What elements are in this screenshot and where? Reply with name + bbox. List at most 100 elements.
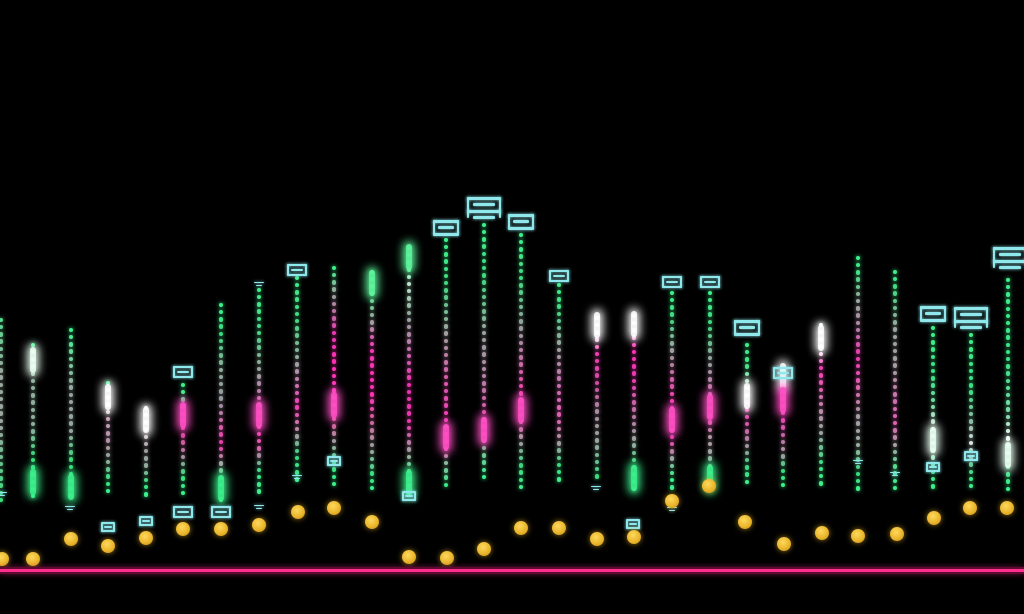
peak-bracket-line (176, 370, 190, 374)
peak-bracket-line (700, 285, 720, 289)
spectrum-dot (518, 340, 524, 346)
column-flare (707, 394, 713, 420)
spectrum-dot (594, 366, 600, 371)
spectrum-dot (707, 434, 713, 440)
spectrum-dot (631, 443, 637, 448)
spectrum-dot (143, 470, 149, 476)
column-flare (818, 325, 824, 351)
spectrum-dot (855, 392, 861, 398)
spectrum-dot (1005, 392, 1011, 398)
spectrum-dot (481, 316, 487, 321)
spectrum-dot (818, 351, 824, 357)
spectrum-dot (143, 456, 149, 461)
spectrum-dot (406, 324, 412, 330)
spectrum-dot (256, 323, 262, 329)
spectrum-dot (556, 477, 562, 482)
spectrum-dot (707, 305, 713, 310)
spectrum-dot (369, 428, 375, 433)
spectrum-dot (481, 258, 487, 264)
spectrum-dot (105, 445, 111, 451)
spectrum-dot (443, 352, 449, 358)
spectrum-dot (406, 339, 412, 344)
spectrum-dot (669, 319, 675, 325)
spectrum-dot (631, 428, 637, 434)
spectrum-dot (68, 464, 74, 470)
spectrum-dot (1005, 407, 1011, 412)
column-flare (30, 469, 36, 495)
spectrum-dot (556, 354, 562, 360)
bounce-ball (440, 551, 454, 565)
spectrum-dot (968, 447, 974, 453)
spectrum-dot (406, 382, 412, 388)
spectrum-dot (669, 391, 675, 397)
spectrum-dot (892, 406, 898, 412)
spectrum-dot (481, 445, 487, 451)
spectrum-dot (0, 346, 4, 352)
spectrum-dot (294, 290, 300, 295)
peak-bracket-side (190, 505, 193, 518)
spectrum-dot (818, 365, 824, 371)
spectrum-dot (518, 441, 524, 447)
spectrum-dot (481, 467, 487, 473)
spectrum-dot (744, 436, 750, 441)
peak-bracket-line (854, 462, 862, 465)
spectrum-dot (294, 441, 300, 446)
spectrum-dot (0, 404, 4, 409)
spectrum-dot (855, 464, 861, 470)
peak-bracket-side (679, 275, 682, 288)
spectrum-dot (180, 483, 186, 489)
spectrum-dot (105, 452, 111, 458)
spectrum-dot (669, 369, 675, 375)
spectrum-dot (930, 419, 936, 424)
spectrum-dot (0, 339, 4, 344)
spectrum-dot (594, 474, 600, 479)
spectrum-dot (218, 461, 224, 466)
spectrum-dot (818, 394, 824, 400)
bounce-ball (1000, 501, 1014, 515)
spectrum-dot (294, 390, 300, 396)
spectrum-dot (968, 426, 974, 431)
spectrum-dot (556, 462, 562, 468)
spectrum-dot (294, 477, 300, 482)
spectrum-dot (892, 485, 898, 491)
spectrum-dot (1005, 284, 1011, 290)
spectrum-dot (930, 404, 936, 410)
spectrum-dot (631, 349, 637, 355)
spectrum-dot (369, 377, 375, 383)
spectrum-dot (780, 461, 786, 466)
spectrum-dot (968, 476, 974, 482)
spectrum-dot (892, 428, 898, 433)
spectrum-dot (218, 425, 224, 430)
spectrum-dot (294, 354, 300, 360)
spectrum-dot (631, 371, 637, 376)
spectrum-dot (369, 298, 375, 304)
peak-bracket-line (964, 459, 978, 461)
spectrum-dot (331, 344, 337, 350)
spectrum-dot (331, 301, 337, 307)
spectrum-dot (68, 421, 74, 426)
spectrum-dot (892, 377, 898, 383)
spectrum-dot (744, 342, 750, 348)
peak-bracket-icon (254, 504, 264, 510)
spectrum-dot (406, 375, 412, 380)
peak-bracket-line (287, 273, 307, 277)
spectrum-dot (406, 296, 412, 301)
spectrum-dot (892, 298, 898, 304)
column-flare (631, 311, 637, 337)
spectrum-dot (369, 327, 375, 332)
spectrum-dot (855, 471, 861, 477)
peak-bracket-line (662, 285, 682, 289)
spectrum-dot (294, 318, 300, 324)
spectrum-dot (818, 473, 824, 479)
spectrum-dot (331, 366, 337, 372)
spectrum-dot (669, 290, 675, 296)
spectrum-dot (331, 316, 337, 321)
spectrum-dot (218, 353, 224, 358)
spectrum-dot (331, 388, 337, 393)
spectrum-dot (892, 449, 898, 455)
spectrum-dot (855, 486, 861, 491)
spectrum-dot (892, 269, 898, 275)
spectrum-dot (294, 412, 300, 418)
spectrum-dot (744, 450, 750, 456)
spectrum-dot (143, 463, 149, 468)
